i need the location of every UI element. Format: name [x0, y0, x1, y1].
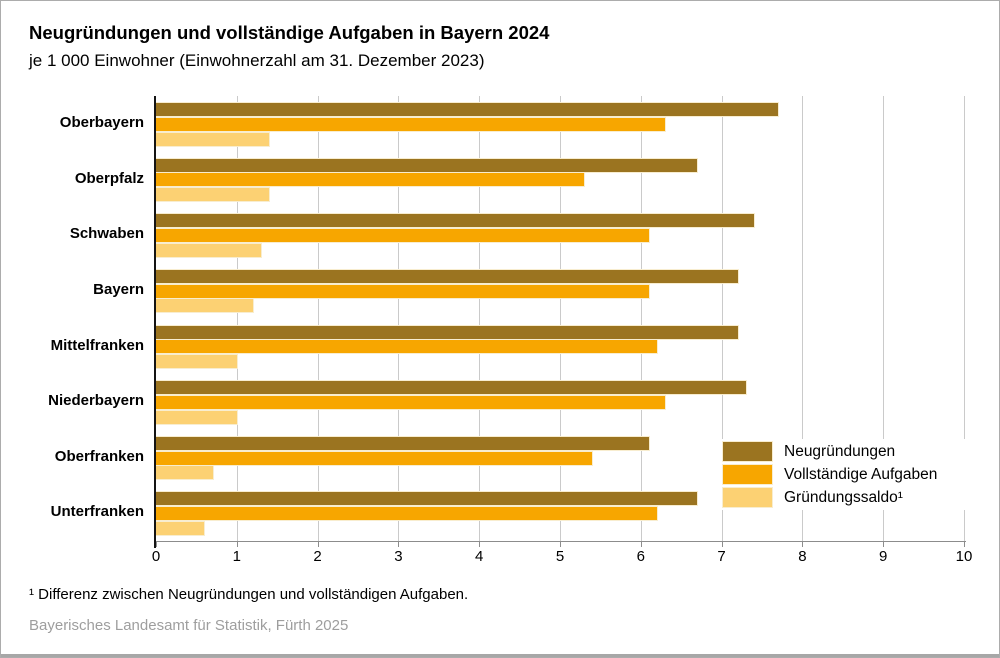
bar-gruendungssaldo	[156, 187, 271, 203]
axis-tick	[721, 541, 723, 547]
y-axis-line	[154, 96, 156, 548]
x-axis-tick-label: 3	[394, 548, 403, 565]
gridline	[883, 96, 885, 541]
bar-vollstaendige-aufgaben	[156, 394, 667, 410]
gridline	[802, 96, 804, 541]
bar-vollstaendige-aufgaben	[156, 228, 650, 244]
x-axis-tick-label: 8	[798, 548, 807, 565]
category-label: Oberpfalz	[74, 169, 144, 187]
gridline	[479, 96, 481, 541]
bar-vollstaendige-aufgaben	[156, 283, 650, 299]
gridline	[398, 96, 400, 541]
x-axis-tick-label: 5	[555, 548, 565, 565]
axis-tick	[964, 541, 965, 547]
bottom-border-bar	[1, 654, 999, 657]
x-axis-tick-label: 10	[955, 548, 973, 565]
bar-gruendungssaldo	[156, 520, 206, 536]
legend-swatch-gruendungssaldo	[722, 487, 773, 508]
category-label: Schwaben	[69, 225, 144, 243]
legend-swatch-neugruendungen	[722, 441, 773, 462]
bar-neugruendungen	[156, 491, 699, 507]
legend-swatch-vollstaendige-aufgaben	[722, 464, 773, 485]
legend: Neugründungen Vollständige Aufgaben Gründu…	[721, 439, 966, 510]
axis-tick	[156, 541, 157, 547]
legend-item-gruendungssaldo: Gründungssaldo¹	[722, 486, 966, 509]
bar-group-oberbayern	[156, 96, 964, 152]
legend-item-neugruendungen: Neugründungen	[722, 440, 966, 463]
bar-group-niederbayern	[156, 374, 964, 430]
category-label: Bayern	[93, 280, 144, 298]
x-axis-tick-label: 2	[313, 548, 322, 565]
bar-group-unterfranken	[156, 485, 964, 541]
bar-neugruendungen	[156, 157, 699, 173]
legend-label: Gründungssaldo¹	[784, 488, 903, 506]
axis-tick	[802, 541, 804, 547]
bar-group-mittelfranken	[156, 319, 964, 375]
legend-label: Vollständige Aufgaben	[784, 465, 938, 483]
gridline	[236, 96, 238, 541]
axis-tick	[236, 541, 238, 547]
legend-item-vollstaendige-aufgaben: Vollständige Aufgaben	[722, 463, 966, 486]
bar-gruendungssaldo	[156, 131, 271, 147]
bar-gruendungssaldo	[156, 465, 214, 481]
category-label: Oberfranken	[54, 447, 144, 465]
gridline	[640, 96, 642, 541]
bar-gruendungssaldo	[156, 242, 263, 258]
chart-subtitle: je 1 000 Einwohner (Einwohnerzahl am 31.…	[29, 51, 485, 70]
bar-vollstaendige-aufgaben	[156, 450, 594, 466]
category-label: Unterfranken	[50, 503, 144, 521]
source-attribution: Bayerisches Landesamt für Statistik, Für…	[29, 617, 349, 634]
category-label: Niederbayern	[48, 392, 144, 410]
legend-label: Neugründungen	[784, 442, 896, 460]
footnote: ¹ Differenz zwischen Neugründungen und v…	[29, 586, 469, 603]
bar-gruendungssaldo	[156, 354, 238, 370]
bar-vollstaendige-aufgaben	[156, 506, 658, 522]
axis-tick	[883, 541, 885, 547]
bar-neugruendungen	[156, 324, 739, 340]
axis-tick	[479, 541, 481, 547]
x-axis-line	[156, 541, 966, 542]
bar-group-oberpfalz	[156, 152, 964, 208]
x-axis-tick-label: 9	[879, 548, 888, 565]
axis-tick	[398, 541, 400, 547]
axis-tick	[640, 541, 642, 547]
bar-vollstaendige-aufgaben	[156, 172, 586, 188]
x-axis-tick-label: 4	[475, 548, 484, 565]
bar-group-oberfranken	[156, 430, 964, 486]
x-axis-tick-label: 0	[151, 548, 161, 565]
gridline	[964, 96, 965, 541]
bar-gruendungssaldo	[156, 409, 238, 425]
bar-neugruendungen	[156, 380, 747, 396]
bar-group-schwaben	[156, 207, 964, 263]
axis-tick	[317, 541, 319, 547]
axis-tick	[560, 541, 561, 547]
x-axis-tick-label: 6	[636, 548, 645, 565]
x-axis-tick-label: 1	[232, 548, 241, 565]
gridline	[721, 96, 723, 541]
x-axis-tick-label: 7	[717, 548, 726, 565]
category-label: Mittelfranken	[50, 336, 144, 354]
plot-area	[154, 96, 966, 548]
bar-neugruendungen	[156, 102, 780, 117]
bar-vollstaendige-aufgaben	[156, 116, 667, 132]
bar-neugruendungen	[156, 435, 650, 451]
bar-vollstaendige-aufgaben	[156, 339, 658, 355]
bar-group-bayern	[156, 263, 964, 319]
chart-title: Neugründungen und vollständige Aufgaben …	[29, 22, 550, 43]
category-label: Oberbayern	[59, 114, 144, 131]
bar-gruendungssaldo	[156, 298, 254, 314]
bar-neugruendungen	[156, 213, 755, 229]
gridline	[560, 96, 561, 541]
bar-neugruendungen	[156, 268, 739, 284]
gridline	[317, 96, 319, 541]
